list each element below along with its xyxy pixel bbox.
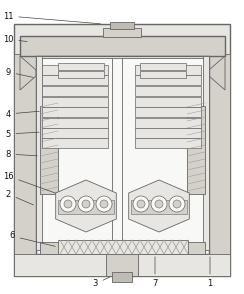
Bar [135, 75, 201, 85]
Bar [14, 24, 230, 276]
Bar [135, 138, 201, 148]
Bar [40, 58, 205, 250]
Circle shape [100, 200, 108, 208]
Bar [20, 36, 225, 56]
Bar [42, 97, 108, 107]
Bar [131, 200, 187, 214]
Bar [36, 56, 209, 254]
Text: 10: 10 [3, 34, 27, 44]
Bar [58, 63, 104, 70]
Bar [42, 86, 108, 96]
Bar [203, 56, 209, 250]
Bar [58, 71, 104, 78]
Bar [106, 254, 138, 276]
Bar [14, 54, 36, 276]
Polygon shape [20, 56, 36, 90]
Circle shape [78, 196, 94, 212]
Bar [42, 107, 108, 117]
Circle shape [60, 196, 76, 212]
Circle shape [137, 200, 145, 208]
Bar [42, 75, 108, 85]
Bar [40, 106, 58, 194]
Circle shape [169, 196, 185, 212]
Bar [135, 118, 201, 128]
Bar [42, 118, 108, 128]
Bar [103, 28, 141, 37]
Text: 5: 5 [5, 129, 39, 138]
Bar [36, 56, 42, 250]
Bar [135, 65, 201, 75]
Bar [135, 86, 201, 96]
Circle shape [96, 196, 112, 212]
Bar [187, 106, 205, 194]
Bar [40, 242, 205, 254]
Text: 4: 4 [5, 109, 39, 118]
Bar [42, 128, 108, 138]
Text: 1: 1 [207, 257, 213, 288]
Bar [110, 22, 134, 29]
Text: 16: 16 [3, 171, 55, 193]
Polygon shape [209, 56, 225, 90]
Bar [135, 97, 201, 107]
Circle shape [155, 200, 163, 208]
Bar [140, 71, 186, 78]
Bar [42, 65, 108, 75]
Circle shape [82, 200, 90, 208]
Bar [58, 200, 114, 214]
Circle shape [173, 200, 181, 208]
Circle shape [151, 196, 167, 212]
Text: 2: 2 [5, 190, 33, 205]
Text: 7: 7 [152, 257, 158, 288]
Bar [42, 138, 108, 148]
Bar [14, 254, 230, 276]
Text: 6: 6 [9, 231, 55, 246]
Circle shape [64, 200, 72, 208]
Bar [208, 54, 230, 276]
Text: 9: 9 [5, 68, 33, 77]
Bar [135, 128, 201, 138]
Text: 8: 8 [5, 150, 37, 158]
Bar [135, 107, 201, 117]
Bar [112, 272, 132, 282]
Text: 11: 11 [3, 11, 100, 24]
Text: 3: 3 [92, 277, 110, 288]
Bar [58, 240, 188, 254]
Polygon shape [56, 180, 116, 232]
Polygon shape [129, 180, 189, 232]
Bar [140, 63, 186, 70]
Circle shape [133, 196, 149, 212]
